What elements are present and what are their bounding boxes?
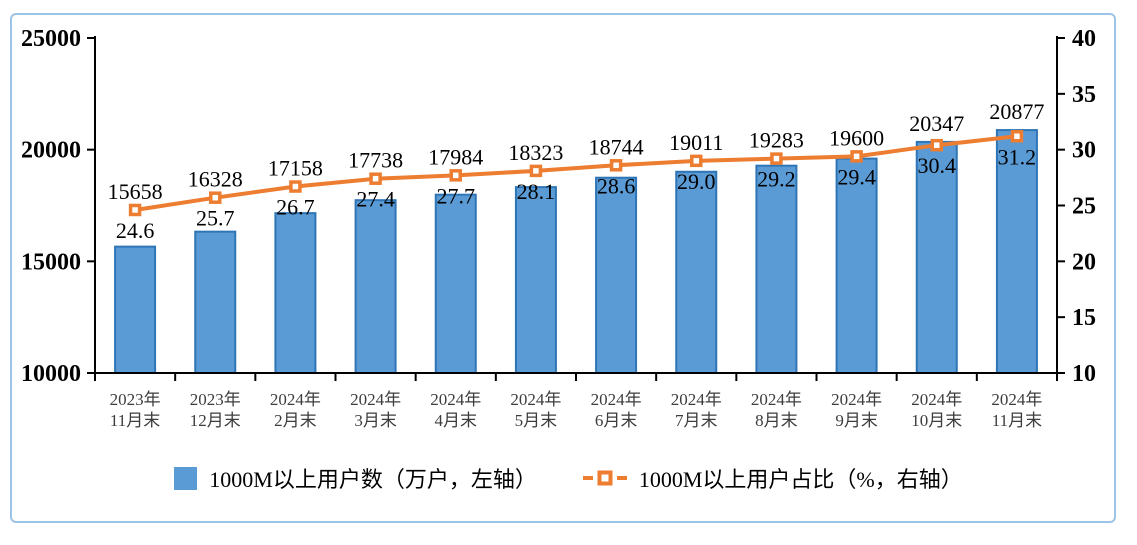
category-label: 2024年 10月末: [911, 390, 962, 430]
line-marker: [1010, 130, 1024, 143]
bar: [114, 245, 157, 374]
line-marker: [128, 203, 142, 217]
bar-value-label: 17738: [348, 148, 403, 173]
chart-legend: 1000M以上用户数（万户，左轴） 1000M以上用户占比（%，右轴）: [0, 462, 1137, 494]
bar-value-label: 18744: [589, 134, 644, 159]
line-value-label: 27.7: [437, 183, 476, 208]
left-axis-tick-label: 25000: [21, 26, 81, 52]
left-axis-tick-label: 20000: [21, 138, 81, 164]
line-marker: [770, 152, 783, 165]
right-axis-tick-label: 20: [1072, 249, 1096, 275]
right-axis: 10 15 20 25 30 35 40: [1056, 26, 1096, 387]
left-axis-tick-label: 15000: [21, 249, 81, 275]
line-series-label: 1000M以上用户占比（%，右轴）: [638, 467, 963, 492]
x-axis: [94, 372, 1058, 381]
bar-value-label: 19283: [749, 128, 804, 153]
right-axis-tick-label: 35: [1072, 82, 1096, 108]
line-value-label: 29.4: [837, 164, 876, 189]
bar-value-label: 16328: [188, 167, 243, 192]
bar-value-label: 20347: [909, 111, 964, 136]
bar: [194, 230, 237, 374]
bar: [755, 164, 798, 374]
left-axis-tick-label: 10000: [21, 361, 81, 387]
bar: [514, 186, 557, 374]
line-marker: [690, 154, 703, 168]
bar-value-label: 18323: [508, 140, 563, 165]
bar-value-label: 17158: [268, 156, 323, 181]
line-value-label: 31.2: [998, 144, 1037, 169]
line-series-group: [128, 130, 1024, 217]
line-marker: [930, 138, 943, 152]
category-label: 2024年 2月末: [270, 390, 321, 430]
line-value-label: 30.4: [918, 153, 957, 178]
legend-item-line-series: 1000M以上用户占比（%，右轴）: [582, 462, 963, 494]
bar-value-label: 17984: [428, 144, 483, 169]
line-path: [134, 134, 1018, 212]
line-marker: [369, 172, 382, 185]
right-axis-tick-label: 15: [1072, 305, 1096, 331]
bar: [915, 140, 958, 374]
data-labels-group: 15658 24.6 16328 25.7 17158 26.7 17738 27.4 1798…: [108, 99, 1045, 243]
right-axis-tick-label: 10: [1072, 361, 1096, 387]
bars-group: [114, 129, 1038, 374]
line-marker: [289, 180, 302, 193]
category-label: 2023年 12月末: [190, 390, 241, 430]
line-marker: [209, 191, 222, 204]
category-labels-group: 2023年 11月末 2023年 12月末 2024年 2月末 2024年 3月末 2024年 4…: [110, 390, 1043, 430]
bar: [595, 176, 638, 374]
line-marker: [449, 169, 462, 182]
line-marker: [850, 150, 863, 163]
bar: [354, 199, 397, 374]
line-value-label: 28.6: [597, 173, 636, 198]
line-value-label: 29.2: [757, 167, 796, 192]
line-value-label: 26.7: [276, 195, 315, 220]
bar: [434, 193, 477, 374]
bar: [274, 212, 317, 374]
line-value-label: 24.6: [116, 218, 155, 243]
category-label: 2024年 7月末: [671, 390, 722, 430]
line-marker: [529, 164, 543, 178]
bar-value-label: 19011: [669, 130, 723, 155]
right-axis-tick-label: 40: [1072, 26, 1096, 52]
bar: [835, 157, 878, 374]
category-label: 2024年 3月末: [350, 390, 401, 430]
right-axis-tick-label: 30: [1072, 138, 1096, 164]
line-value-label: 27.4: [356, 187, 395, 212]
bar-series-swatch-icon: [174, 466, 198, 490]
line-series-marker-icon: [582, 470, 627, 486]
bar-value-label: 15658: [108, 179, 163, 204]
category-label: 2024年 9月末: [831, 390, 882, 430]
bar-series-label: 1000M以上用户数（万户，左轴）: [209, 467, 537, 492]
category-label: 2024年 5月末: [510, 390, 561, 430]
category-label: 2024年 4月末: [430, 390, 481, 430]
bar-value-label: 19600: [829, 125, 884, 150]
category-label: 2023年 11月末: [110, 390, 161, 430]
right-axis-tick-label: 25: [1072, 194, 1096, 220]
line-marker: [609, 159, 623, 172]
bar: [675, 170, 718, 374]
left-axis: 10000 15000 20000 25000: [21, 26, 96, 387]
bar-value-label: 20877: [989, 99, 1044, 124]
category-label: 2024年 6月末: [591, 390, 642, 430]
line-value-label: 28.1: [517, 179, 556, 204]
legend-item-bar-series: 1000M以上用户数（万户，左轴）: [174, 462, 537, 494]
category-label: 2024年 11月末: [991, 390, 1042, 430]
line-value-label: 25.7: [196, 206, 235, 231]
category-label: 2024年 8月末: [751, 390, 802, 430]
line-value-label: 29.0: [677, 169, 716, 194]
